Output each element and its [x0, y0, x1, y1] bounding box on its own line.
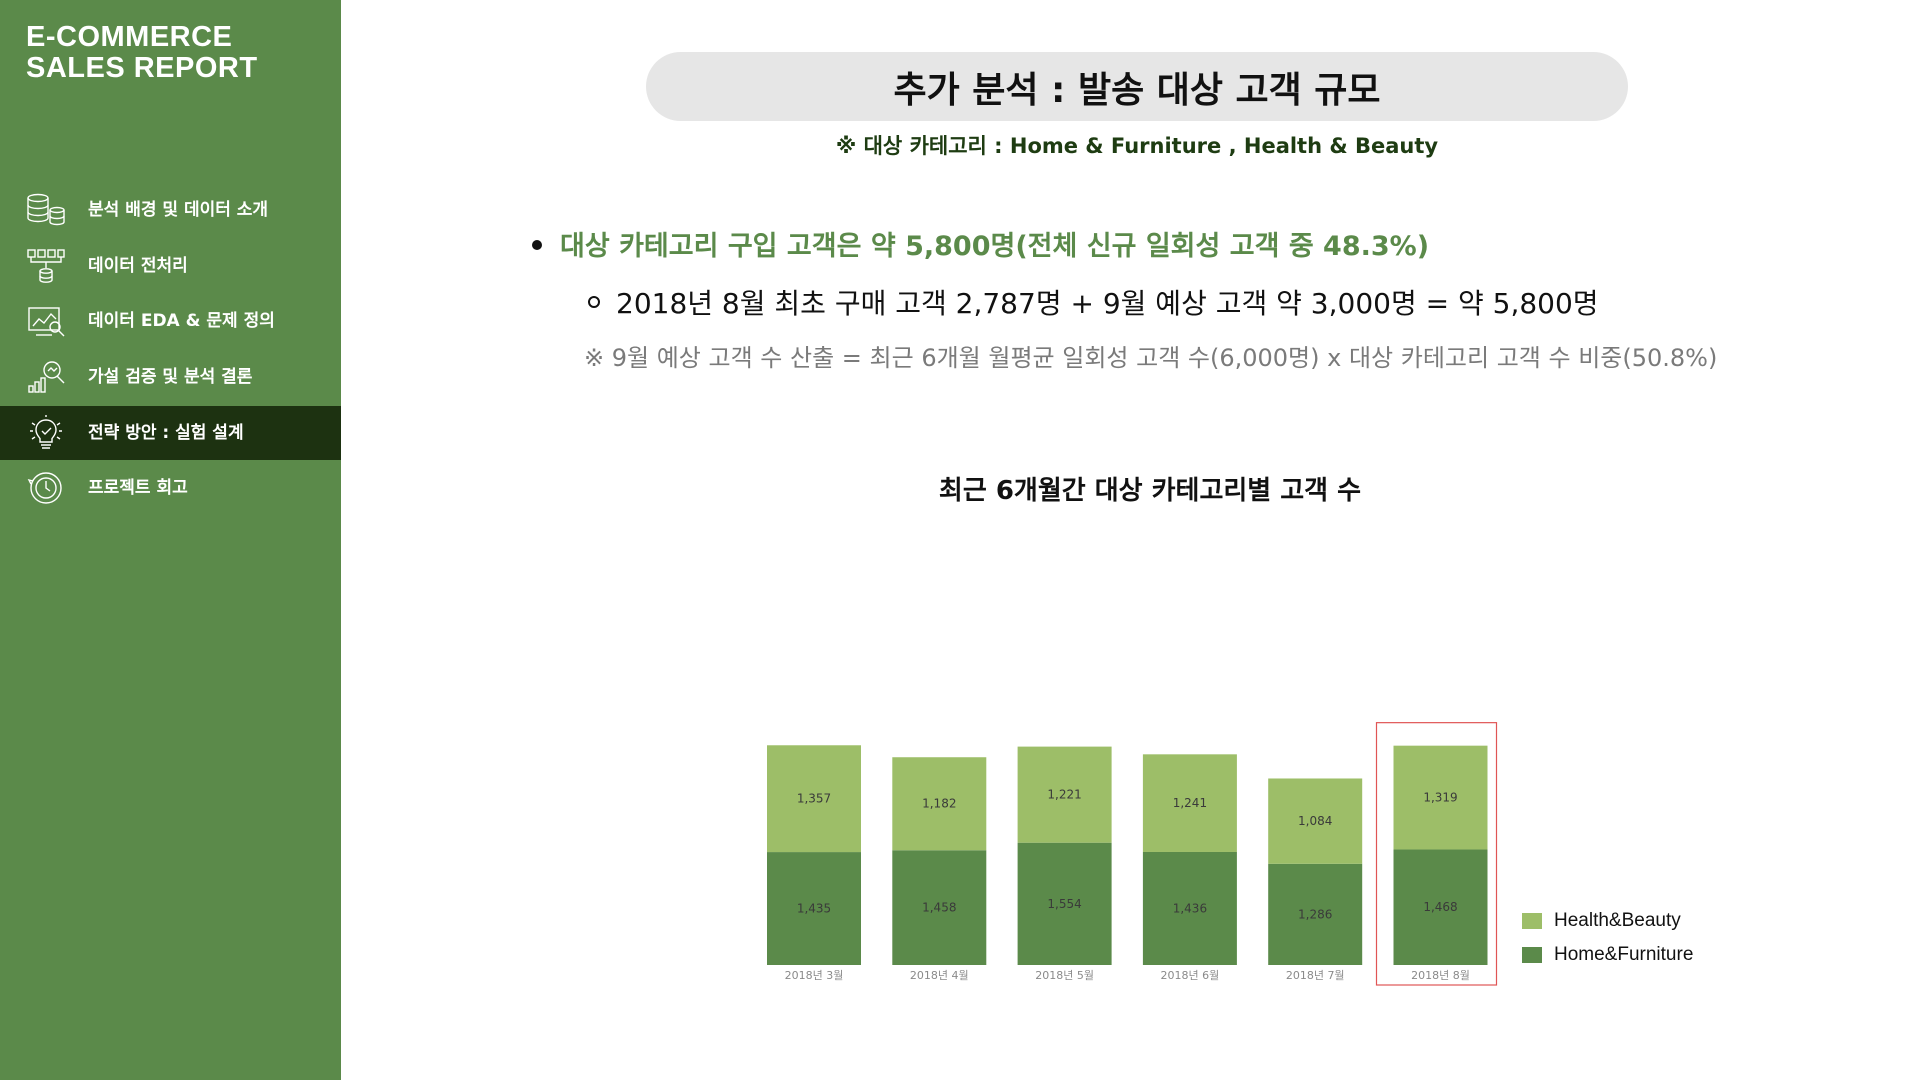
sidebar-item-retrospective[interactable]: 프로젝트 회고 [0, 461, 341, 515]
data-label: 1,182 [922, 797, 956, 811]
x-tick-label: 2018년 5월 [1035, 969, 1094, 982]
bullet-main-text: 대상 카테고리 구입 고객은 약 5,800명(전체 신규 일회성 고객 중 4… [560, 231, 1430, 262]
data-label: 1,286 [1298, 907, 1332, 921]
sidebar-item-eda[interactable]: 데이터 EDA & 문제 정의 [0, 294, 341, 348]
data-label: 1,458 [922, 901, 956, 915]
sidebar-item-label: 프로젝트 회고 [88, 478, 188, 498]
x-tick-label: 2018년 6월 [1161, 969, 1220, 982]
calculation-note: ※ 9월 예상 고객 수 산출 = 최근 6개월 월평균 일회성 고객 수(6,… [584, 344, 1718, 372]
data-label: 1,084 [1298, 814, 1332, 828]
chart-analysis-icon [28, 307, 65, 337]
data-label: 1,435 [797, 902, 831, 916]
data-label: 1,319 [1423, 791, 1457, 805]
legend-swatch-health-beauty [1522, 913, 1542, 929]
x-tick-label: 2018년 4월 [910, 969, 969, 982]
bullet-dot-icon [532, 239, 542, 250]
sidebar-item-strategy[interactable]: 전략 방안 : 실험 설계 [0, 406, 341, 460]
x-tick-label: 2018년 8월 [1411, 969, 1470, 982]
lightbulb-icon [30, 415, 62, 449]
stacked-bar-chart: 1,435 1,357 2018년 3월 1,458 1,182 2018년 4월 1,55… [767, 722, 1498, 986]
sidebar: E-COMMERCE SALES REPORT 분석 배경 및 데이터 소개 데… [0, 0, 341, 1080]
legend-item-home-furniture: Home&Furniture [1522, 944, 1693, 966]
data-label: 1,436 [1173, 901, 1207, 915]
bullet-sub-text: 2018년 8월 최초 구매 고객 2,787명 + 9월 예상 고객 약 3,… [616, 287, 1599, 320]
data-label: 1,554 [1047, 897, 1081, 911]
bar-home-furniture-5 [1268, 863, 1363, 965]
data-label: 1,241 [1173, 796, 1207, 810]
bar-home-furniture-1 [767, 852, 861, 965]
chart-title: 최근 6개월간 대상 카테고리별 고객 수 [938, 476, 1362, 506]
bullet-main: 대상 카테고리 구입 고객은 약 5,800명(전체 신규 일회성 고객 중 4… [532, 224, 1429, 263]
x-tick-label: 2018년 7월 [1286, 969, 1345, 982]
highlight-box [1375, 722, 1498, 986]
database-icon [27, 193, 65, 226]
legend-label-home-furniture: Home&Furniture [1554, 944, 1694, 965]
sidebar-item-label: 가설 검증 및 분석 결론 [88, 367, 253, 387]
bullet-circle-icon [588, 296, 600, 308]
report-title-line2: SALES REPORT [26, 52, 258, 84]
sidebar-item-label: 데이터 전처리 [88, 256, 188, 276]
page-title: 추가 분석 : 발송 대상 고객 규모 [893, 69, 1381, 111]
sidebar-item-hypothesis[interactable]: 가설 검증 및 분석 결론 [0, 350, 341, 404]
sidebar-item-label: 분석 배경 및 데이터 소개 [88, 200, 269, 220]
legend-item-health-beauty: Health&Beauty [1522, 910, 1681, 932]
bar-home-furniture-2 [892, 850, 987, 965]
data-label: 1,468 [1423, 900, 1457, 914]
data-label: 1,221 [1047, 788, 1081, 802]
bar-health-beauty-5 [1268, 778, 1363, 864]
bar-home-furniture-4 [1142, 851, 1237, 965]
bar-health-beauty-1 [767, 745, 861, 853]
bullet-sub: 2018년 8월 최초 구매 고객 2,787명 + 9월 예상 고객 약 3,… [588, 282, 1599, 322]
report-title: E-COMMERCE SALES REPORT [26, 22, 258, 84]
bar-home-furniture-3 [1017, 842, 1112, 965]
data-funnel-icon [27, 249, 65, 283]
report-title-line1: E-COMMERCE [26, 21, 233, 53]
bar-health-beauty-4 [1142, 754, 1237, 852]
bar-health-beauty-2 [892, 757, 987, 851]
x-tick-label: 2018년 3월 [785, 969, 844, 982]
header-banner: 추가 분석 : 발송 대상 고객 규모 [646, 52, 1628, 121]
sidebar-item-background[interactable]: 분석 배경 및 데이터 소개 [0, 183, 341, 237]
bar-home-furniture-6 [1393, 849, 1488, 965]
bar-health-beauty-6 [1393, 745, 1488, 850]
legend-swatch-home-furniture [1522, 947, 1542, 963]
bar-health-beauty-3 [1017, 746, 1112, 843]
sidebar-item-preprocessing[interactable]: 데이터 전처리 [0, 239, 341, 293]
magnifier-chart-icon [28, 361, 65, 393]
page-subtitle: ※ 대상 카테고리 : Home & Furniture , Health & … [835, 134, 1439, 158]
clock-icon [27, 472, 62, 504]
sidebar-item-label: 데이터 EDA & 문제 정의 [88, 311, 275, 331]
data-label: 1,357 [797, 792, 831, 806]
legend-label-health-beauty: Health&Beauty [1554, 910, 1681, 931]
sidebar-item-label: 전략 방안 : 실험 설계 [88, 423, 244, 443]
